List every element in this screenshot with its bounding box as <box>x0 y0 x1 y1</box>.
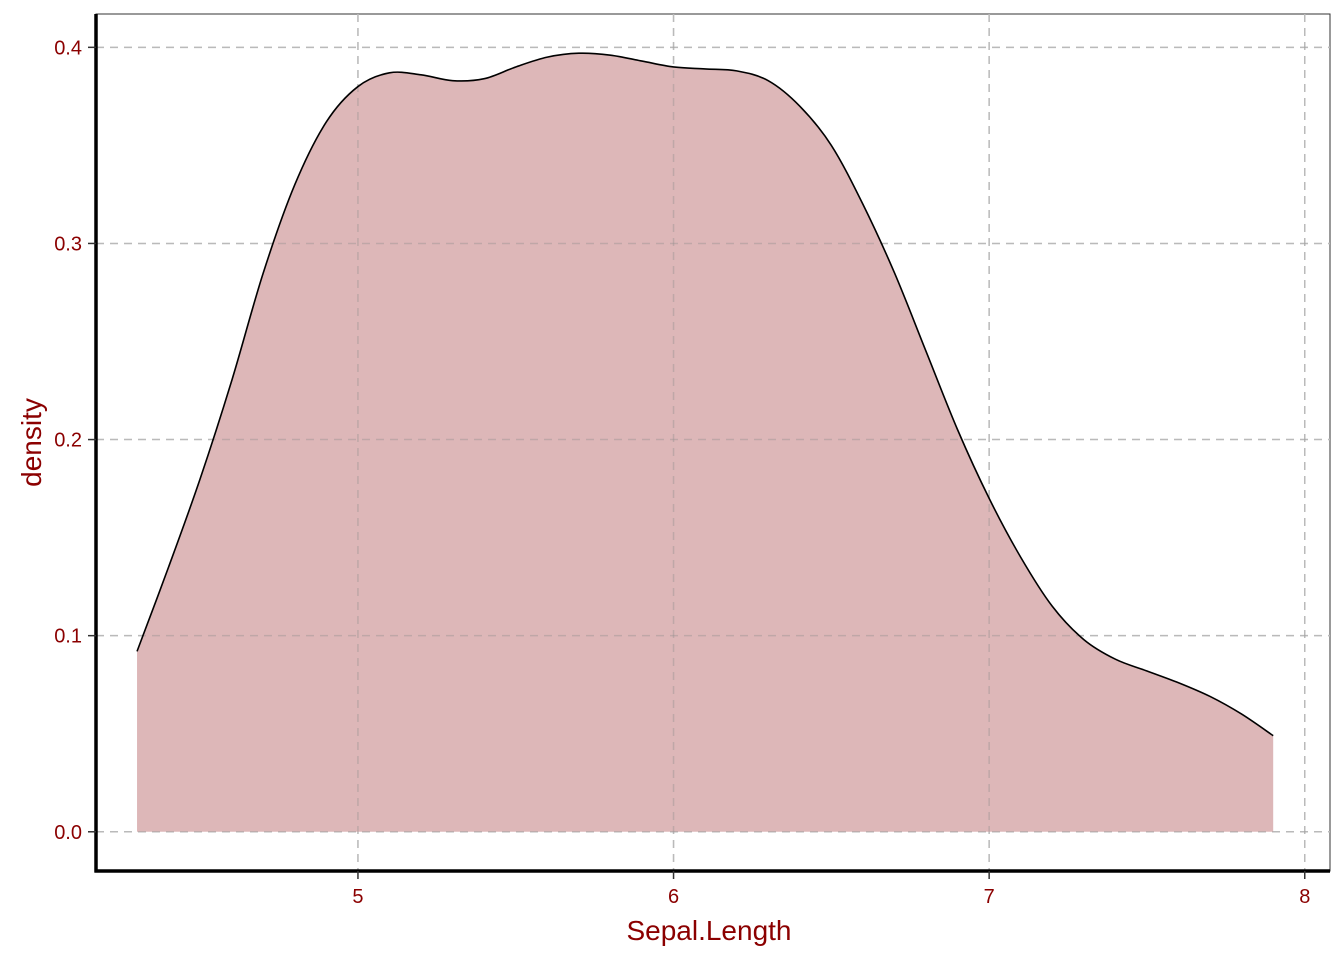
y-axis-title: density <box>16 398 47 487</box>
axes <box>94 14 1330 873</box>
x-tick-label: 8 <box>1299 886 1310 908</box>
y-tick-label: 0.2 <box>54 430 82 452</box>
x-tick-label: 6 <box>668 886 679 908</box>
y-tick-label: 0.3 <box>54 233 82 255</box>
y-tick-label: 0.0 <box>54 822 82 844</box>
density-area <box>137 53 1274 832</box>
x-tick-label: 7 <box>984 886 995 908</box>
grid-overlay <box>96 14 1330 871</box>
x-axis-title: Sepal.Length <box>626 915 791 946</box>
density-line <box>136 52 1274 737</box>
x-tick-label: 5 <box>352 886 363 908</box>
y-tick-label: 0.1 <box>54 626 82 648</box>
y-tick-label: 0.4 <box>54 37 82 59</box>
tick-labels: 5 6 7 8 0.0 0.1 0.2 0.3 0.4 <box>54 37 1310 908</box>
